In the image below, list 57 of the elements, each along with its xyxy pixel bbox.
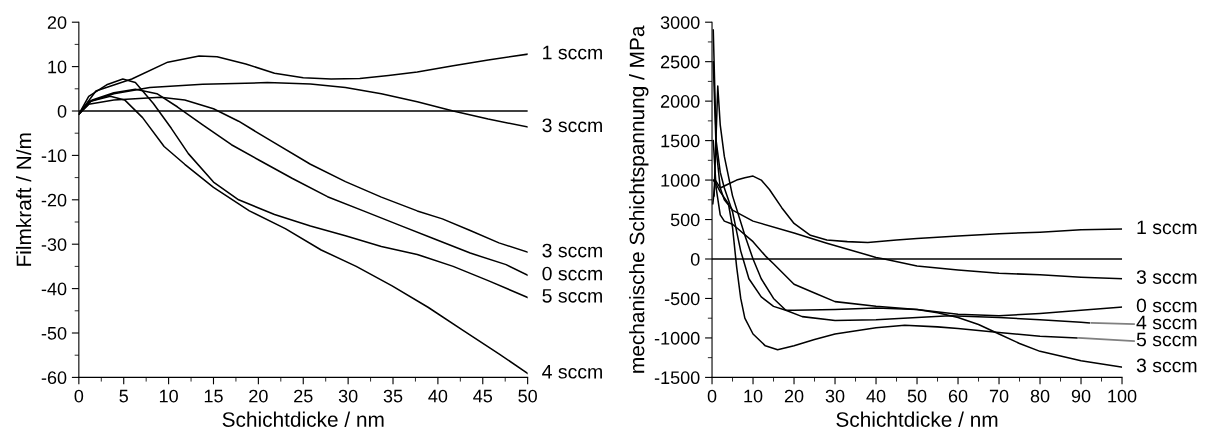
y-tick-label: -50 — [41, 326, 67, 340]
x-tick-label: 0 — [74, 389, 84, 403]
y-tick-label: -20 — [41, 193, 67, 207]
series-label: 3 sccm — [1136, 270, 1197, 284]
y-tick-label: 0 — [57, 104, 67, 118]
x-tick-label: 50 — [518, 389, 537, 403]
series-label: 4 sccm — [542, 365, 602, 379]
x-tick-label: 40 — [866, 389, 886, 403]
y-axis-title: mechanische Schichtspannung / MPa — [629, 25, 649, 373]
x-tick-label: 25 — [294, 389, 313, 403]
x-tick-label: 35 — [383, 389, 403, 403]
x-tick-label: 15 — [204, 389, 223, 403]
series-label: 3 sccm — [542, 243, 602, 258]
y-tick-label: 20 — [47, 16, 67, 29]
x-tick-label: 10 — [744, 389, 763, 403]
series-label: 1 sccm — [1137, 220, 1197, 235]
y-tick-label: 1500 — [661, 134, 700, 148]
y-tick-label: -1500 — [654, 371, 700, 385]
y-tick-label: -30 — [41, 238, 67, 251]
x-tick-label: 10 — [159, 389, 178, 403]
x-tick-label: 70 — [989, 389, 1009, 403]
text: 4 sccm — [1136, 315, 1197, 330]
y-tick-label: -10 — [41, 149, 67, 163]
x-tick-label: 20 — [249, 389, 268, 403]
x-tick-label: 30 — [338, 389, 358, 403]
x-tick-label: 0 — [707, 389, 717, 403]
series-label: 0 sccm — [542, 266, 602, 281]
y-tick-label: 10 — [48, 60, 67, 74]
series-label: 0 sccm — [1136, 298, 1197, 313]
x-tick-label: 80 — [1030, 389, 1050, 403]
x-tick-label: 30 — [825, 389, 845, 403]
y-tick-label: -40 — [41, 282, 67, 296]
series-label: 3 sccm — [542, 118, 602, 133]
series-label: 5 sccm — [542, 289, 602, 303]
y-tick-label: 0 — [690, 252, 700, 266]
y-tick-label: 1000 — [661, 174, 700, 187]
series-label: 3 sccm — [1136, 358, 1197, 373]
y-tick-label: 2000 — [660, 95, 700, 108]
y-tick-label: 2500 — [660, 55, 700, 69]
x-tick-label: 40 — [428, 389, 448, 403]
y-axis-title: Filmkraft / N/m — [15, 133, 32, 266]
x-tick-label: 50 — [907, 389, 927, 403]
y-tick-label: -500 — [664, 292, 700, 306]
x-axis-title: Schichtdicke / nm — [836, 411, 998, 427]
text: 5 sccm — [1136, 332, 1197, 347]
y-tick-label: 3000 — [660, 16, 700, 29]
x-tick-label: 100 — [1108, 389, 1137, 403]
x-axis-title: Schichtdicke / nm — [222, 411, 384, 427]
x-tick-label: 45 — [473, 389, 493, 403]
x-tick-label: 90 — [1071, 389, 1091, 403]
y-tick-label: -1000 — [654, 331, 700, 345]
x-tick-label: 20 — [784, 389, 804, 403]
series-label: 1 sccm — [543, 45, 602, 60]
x-tick-label: 60 — [948, 389, 968, 403]
y-tick-label: -60 — [41, 371, 67, 385]
x-tick-label: 5 — [119, 389, 128, 403]
y-tick-label: 500 — [670, 213, 700, 227]
